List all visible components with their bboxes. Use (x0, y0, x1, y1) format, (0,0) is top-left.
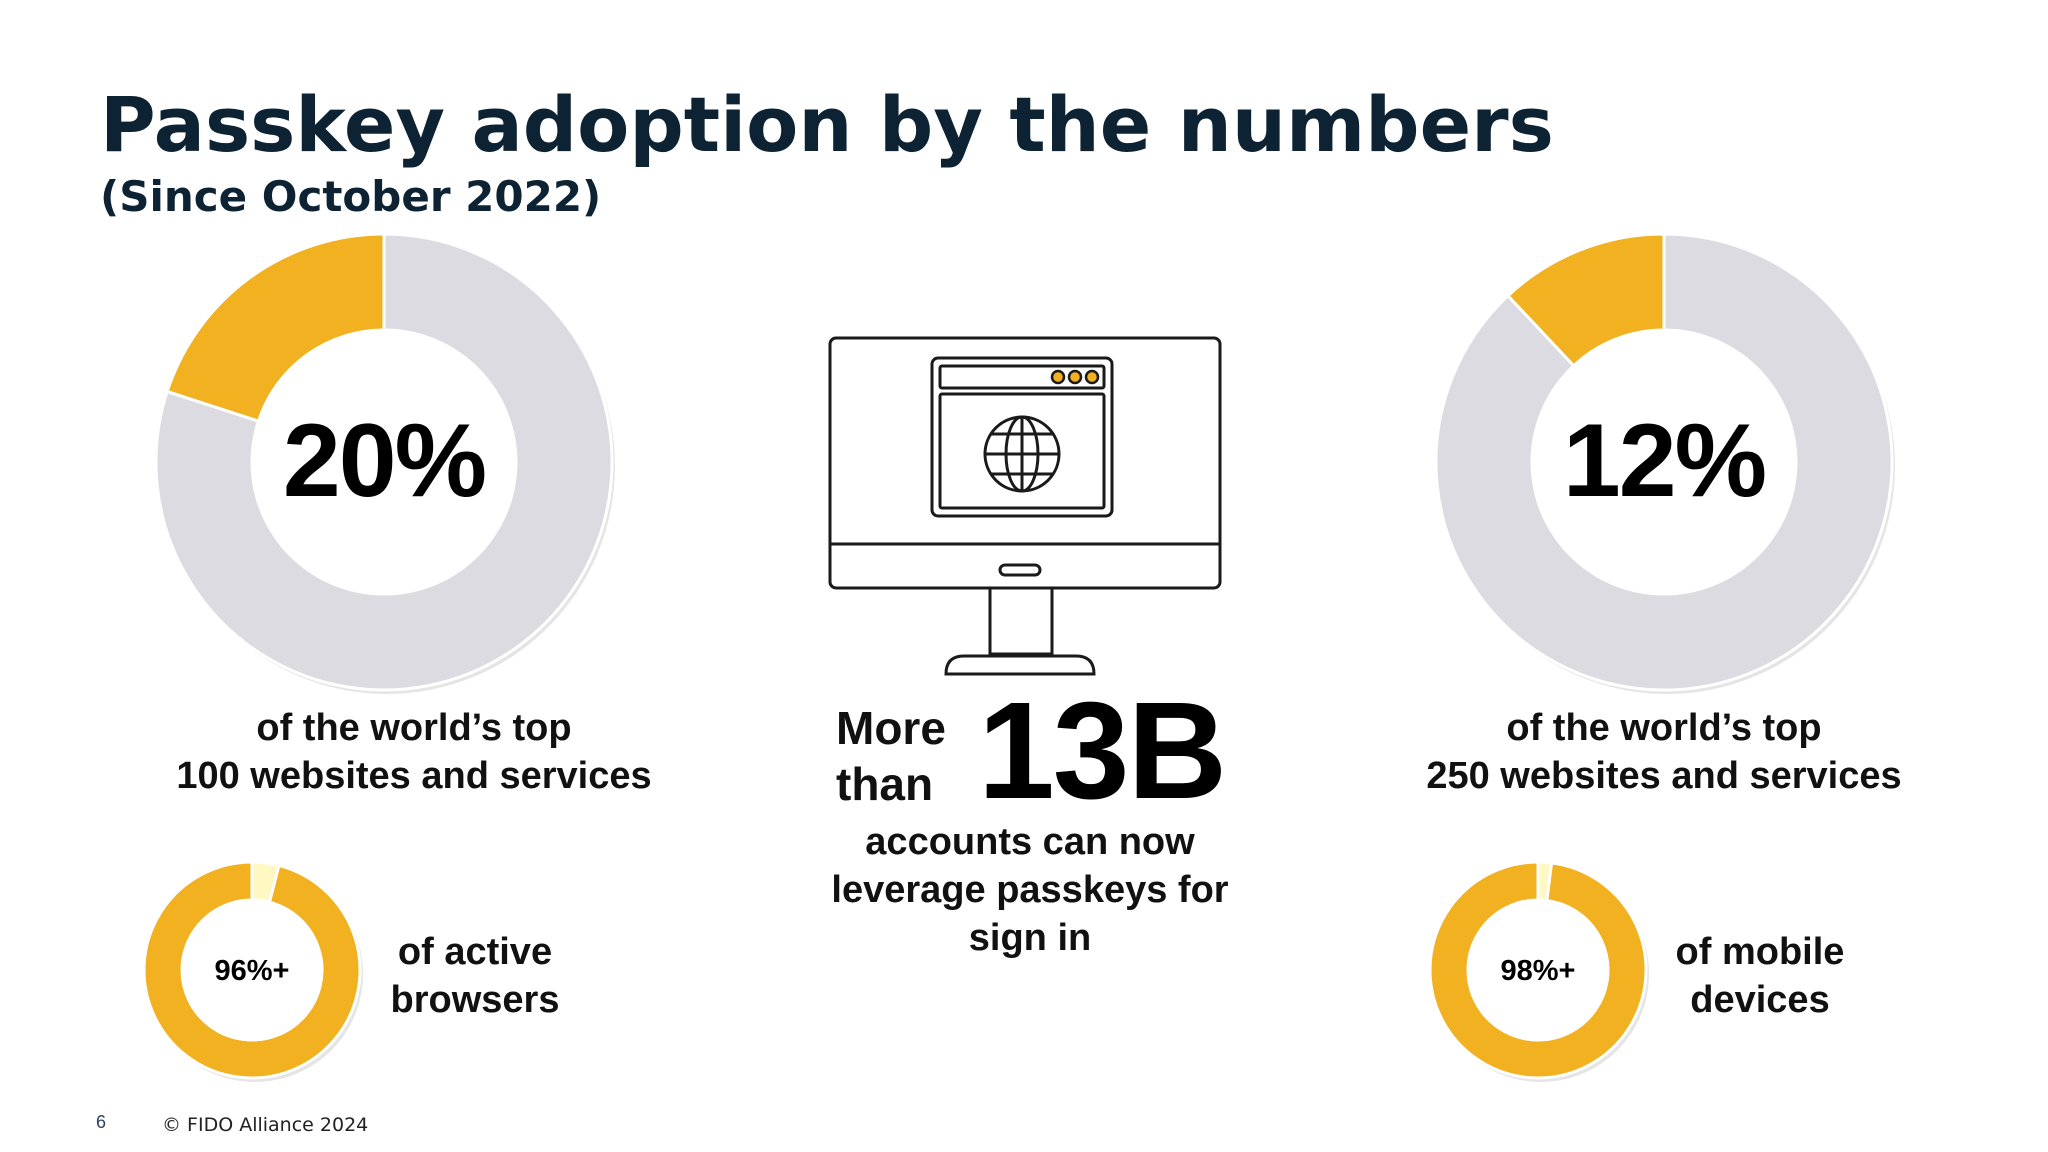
donut-chart-browsers (142, 860, 363, 1082)
monitor-stand (988, 586, 1054, 656)
donut-value-label: 96%+ (214, 955, 290, 987)
donut-caption-top-250: of the world’s top 250 websites and serv… (1384, 704, 1944, 800)
caption-line: of active (397, 931, 553, 973)
caption-line: of mobile (1675, 931, 1845, 973)
donut-hole (1532, 330, 1796, 594)
donut-value-label: 12% (1562, 403, 1767, 519)
more-than-label: More than (836, 700, 946, 812)
caption-line: accounts can now (865, 821, 1195, 863)
donut-hole (252, 330, 516, 594)
donut-caption-top-100: of the world’s top 100 websites and serv… (134, 704, 694, 800)
donut-chart-mobile (1428, 860, 1649, 1082)
copyright-notice: © FIDO Alliance 2024 (162, 1114, 369, 1136)
caption-line: of the world’s top (1506, 707, 1822, 749)
donut-hole (182, 900, 322, 1040)
browser-dot (1084, 369, 1100, 385)
desktop-monitor-globe-icon (828, 336, 1222, 676)
donut-chart-top-100 (154, 232, 615, 694)
globe-icon (983, 415, 1061, 493)
donut-chart-top-250 (1434, 232, 1895, 694)
caption-line: 100 websites and services (176, 755, 652, 797)
accounts-caption: accounts can now leverage passkeys for s… (790, 818, 1270, 962)
more-word: More (836, 702, 946, 754)
caption-line: sign in (968, 917, 1092, 959)
accounts-count: 13B (978, 674, 1227, 828)
monitor-power-button (998, 563, 1042, 577)
donut-value-label: 98%+ (1500, 955, 1576, 987)
than-word: than (836, 758, 934, 810)
donut-caption-mobile: of mobile devices (1650, 928, 1870, 1024)
page-title: Passkey adoption by the numbers (100, 80, 1554, 169)
page-number: 6 (96, 1112, 107, 1132)
caption-line: devices (1690, 979, 1830, 1021)
caption-line: of the world’s top (256, 707, 572, 749)
monitor-base (944, 654, 1096, 676)
caption-line: 250 websites and services (1426, 755, 1902, 797)
donut-value-label: 20% (282, 403, 487, 519)
browser-dot (1050, 369, 1066, 385)
browser-dot (1067, 369, 1083, 385)
caption-line: leverage passkeys for (831, 869, 1229, 911)
caption-line: browsers (390, 979, 560, 1021)
donut-caption-browsers: of active browsers (370, 928, 580, 1024)
donut-hole (1468, 900, 1608, 1040)
page-subtitle: (Since October 2022) (100, 172, 602, 221)
